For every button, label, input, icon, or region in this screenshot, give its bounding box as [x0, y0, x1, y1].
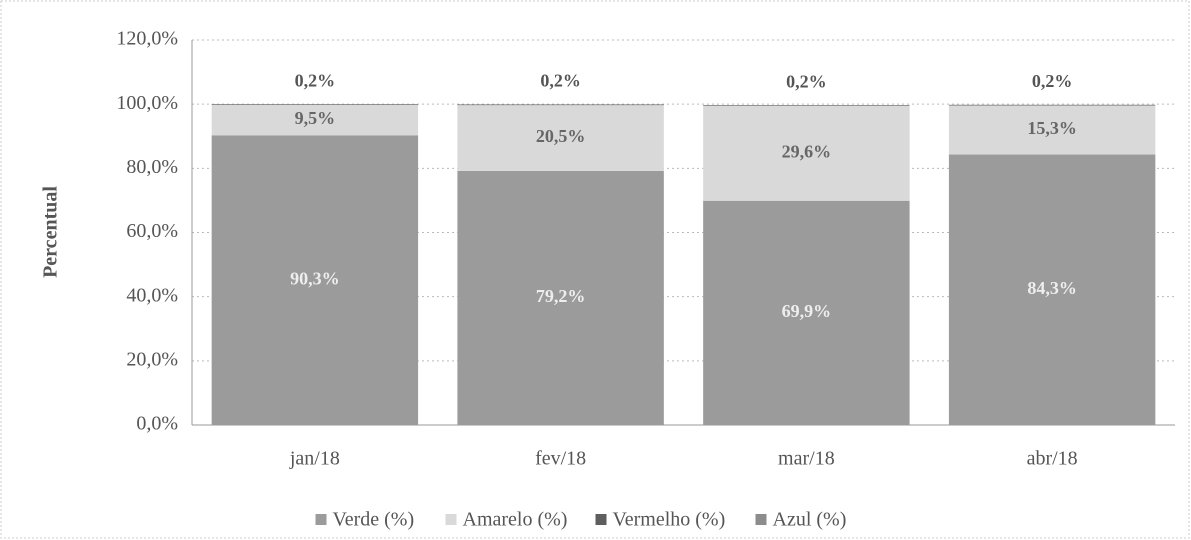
y-tick-label: 20,0% — [126, 348, 178, 370]
bar-segment — [211, 104, 419, 105]
legend-label: Azul (%) — [773, 509, 847, 531]
x-tick-label: mar/18 — [778, 448, 835, 470]
x-tick-label: abr/18 — [1027, 448, 1078, 470]
y-tick-label: 120,0% — [116, 28, 178, 50]
y-tick-label: 40,0% — [126, 284, 178, 306]
data-label: 20,5% — [536, 126, 586, 146]
data-label: 0,2% — [1032, 71, 1073, 91]
bar-segment — [948, 104, 1156, 106]
data-label: 69,9% — [782, 301, 832, 321]
bar-segment — [211, 104, 419, 136]
y-tick-label: 100,0% — [116, 92, 178, 114]
x-tick-label: jan/18 — [289, 448, 340, 470]
legend-swatch — [315, 514, 327, 525]
data-label: 84,3% — [1027, 278, 1077, 298]
data-label: 15,3% — [1027, 118, 1077, 138]
data-label: 0,2% — [786, 71, 827, 91]
y-tick-label: 60,0% — [126, 220, 178, 242]
bar-segment — [703, 105, 910, 201]
legend-swatch — [445, 514, 457, 525]
legend-swatch — [755, 514, 767, 525]
bar-segment — [211, 135, 419, 425]
y-tick-label: 0,0% — [136, 413, 178, 435]
data-label: 29,6% — [782, 141, 832, 161]
legend-label: Vermelho (%) — [613, 509, 726, 531]
y-tick-label: 80,0% — [126, 156, 178, 178]
data-label: 79,2% — [536, 286, 586, 306]
bar-segment — [948, 154, 1156, 425]
bar-segment — [703, 200, 910, 425]
data-label: 9,5% — [295, 108, 336, 128]
legend-swatch — [595, 514, 607, 525]
bar-segment — [457, 170, 664, 425]
bar-segment — [703, 105, 910, 106]
data-label: 0,2% — [540, 71, 581, 91]
y-axis-label: Percentual — [40, 186, 62, 278]
x-tick-label: fev/18 — [535, 448, 586, 470]
data-label: 0,2% — [295, 70, 336, 90]
legend-label: Amarelo (%) — [463, 509, 568, 531]
bar-segment — [948, 105, 1156, 155]
legend-label: Verde (%) — [333, 509, 415, 531]
bar-segment — [457, 105, 664, 171]
data-label: 90,3% — [290, 268, 340, 288]
bar-segment — [457, 104, 664, 106]
